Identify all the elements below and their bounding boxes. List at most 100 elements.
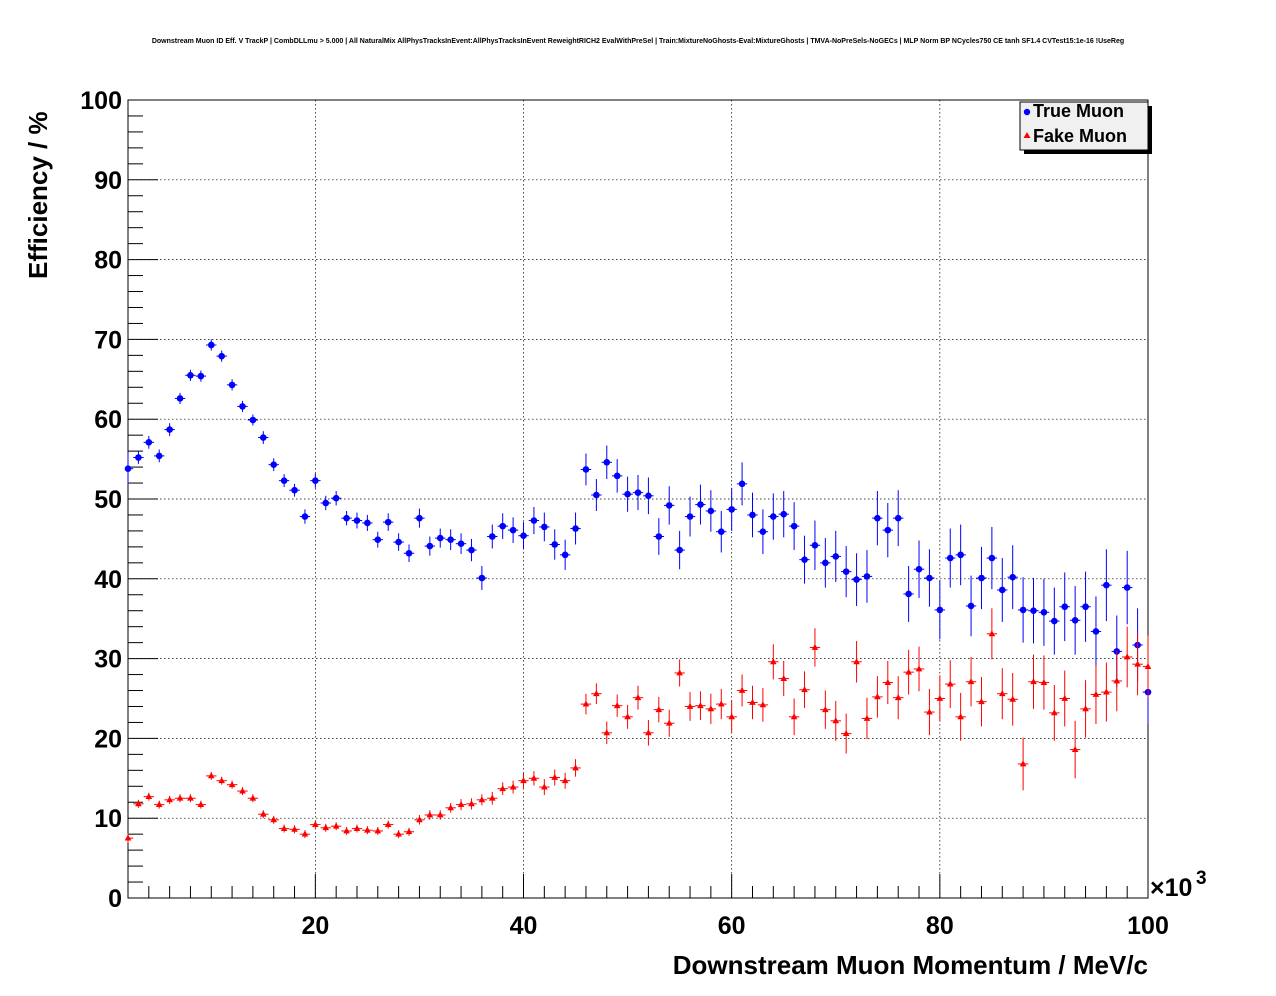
- x-axis-title: Downstream Muon Momentum / MeV/c: [673, 950, 1148, 980]
- data-point: [717, 528, 725, 536]
- data-point: [364, 519, 371, 527]
- data-point: [894, 694, 902, 701]
- data-point: [936, 606, 944, 614]
- data-point: [312, 477, 319, 484]
- data-point: [759, 701, 767, 708]
- data-point: [239, 403, 246, 410]
- data-point: [915, 565, 923, 573]
- data-point: [374, 536, 382, 543]
- data-point: [322, 824, 330, 831]
- data-point: [770, 513, 777, 520]
- data-point: [811, 643, 819, 650]
- data-point: [655, 706, 663, 713]
- data-point: [801, 686, 808, 693]
- data-point: [166, 426, 173, 433]
- data-point: [218, 352, 225, 360]
- data-point: [676, 546, 683, 554]
- x-tick-label: 100: [1127, 912, 1169, 940]
- y-axis-title: Efficiency / %: [23, 111, 53, 279]
- y-tick-label: 60: [94, 406, 122, 434]
- data-point: [1019, 760, 1027, 767]
- data-point: [207, 341, 215, 349]
- data-point: [280, 477, 288, 484]
- data-point: [1123, 653, 1131, 660]
- data-point: [384, 518, 392, 526]
- data-point: [1061, 694, 1069, 701]
- chart-title: Downstream Muon ID Eff. V TrackP | CombD…: [152, 38, 1124, 45]
- data-point: [166, 796, 173, 803]
- data-point: [197, 801, 205, 808]
- data-point: [436, 534, 444, 542]
- data-point: [884, 526, 892, 534]
- data-point: [655, 533, 663, 540]
- data-point: [239, 787, 246, 794]
- data-point: [176, 395, 184, 402]
- data-point: [842, 568, 850, 575]
- data-point: [541, 783, 548, 790]
- data-point: [249, 416, 257, 424]
- data-point: [260, 810, 267, 817]
- data-point: [686, 513, 694, 520]
- data-point: [905, 590, 912, 598]
- data-point: [978, 698, 985, 705]
- y-tick-labels: 0 10 20 30 40 50 60 70 80 90 100: [80, 87, 122, 913]
- data-point: [957, 713, 964, 720]
- data-point: [228, 381, 236, 389]
- data-point: [728, 713, 735, 720]
- data-point: [301, 513, 309, 520]
- y-tick-label: 80: [94, 247, 122, 275]
- legend-marker-fake-muon: [1023, 132, 1031, 138]
- data-point: [645, 492, 652, 500]
- data-point: [260, 434, 267, 441]
- series-fake-muon: [124, 608, 1152, 843]
- data-point: [447, 536, 454, 543]
- data-point: [790, 713, 798, 720]
- data-point: [468, 546, 475, 554]
- data-point: [1051, 709, 1058, 716]
- data-point: [270, 816, 278, 823]
- data-point: [874, 693, 881, 700]
- data-point: [822, 706, 829, 713]
- data-point: [395, 830, 402, 837]
- data-point: [676, 669, 683, 676]
- data-point: [926, 574, 933, 582]
- data-point: [405, 828, 413, 835]
- data-point: [270, 461, 278, 468]
- data-point: [967, 678, 975, 685]
- data-point: [187, 372, 194, 379]
- data-point: [322, 499, 330, 507]
- data-point: [593, 491, 600, 499]
- data-point: [416, 816, 423, 823]
- data-point: [946, 554, 954, 562]
- data-point: [665, 502, 673, 509]
- data-point: [426, 811, 434, 818]
- data-point: [884, 678, 892, 685]
- data-point: [1009, 573, 1016, 581]
- data-point: [561, 777, 569, 784]
- data-point: [811, 541, 819, 549]
- data-point: [145, 793, 153, 800]
- data-point: [488, 533, 496, 540]
- data-point: [1144, 662, 1152, 669]
- data-point: [135, 454, 142, 461]
- data-point: [1082, 603, 1089, 611]
- data-point: [842, 730, 850, 737]
- y-tick-label: 100: [80, 87, 122, 115]
- data-point: [1051, 617, 1058, 625]
- data-point: [499, 522, 506, 530]
- data-point: [645, 729, 652, 736]
- legend-marker-true-muon: [1023, 108, 1031, 116]
- data-point: [509, 526, 517, 534]
- data-point: [759, 528, 767, 536]
- legend-label-true-muon: True Muon: [1033, 101, 1124, 121]
- data-point: [957, 551, 964, 559]
- data-point: [155, 452, 163, 460]
- data-point: [582, 700, 590, 707]
- data-point: [988, 630, 996, 637]
- data-point: [1082, 705, 1089, 712]
- data-point: [853, 576, 860, 583]
- data-point: [468, 800, 475, 807]
- data-point: [1071, 745, 1079, 752]
- data-point: [218, 777, 225, 784]
- data-point: [1009, 695, 1016, 702]
